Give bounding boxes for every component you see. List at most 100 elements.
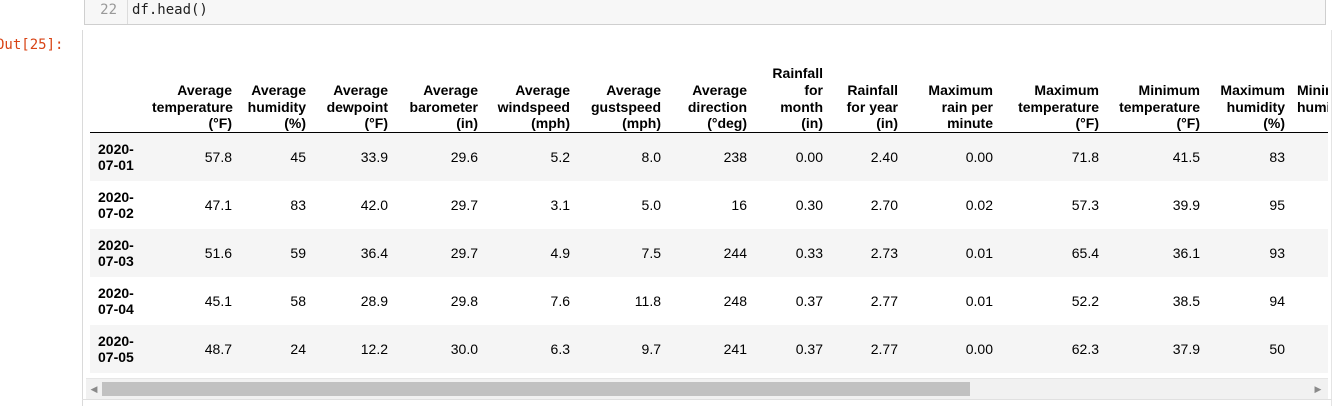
column-header-label: Average dewpoint (°F) xyxy=(326,81,388,132)
table-cell: 58 xyxy=(290,292,306,309)
line-number: 22 xyxy=(100,2,117,18)
table-cell: 0.00 xyxy=(795,148,823,165)
column-header-label: Maximum temperature (°F) xyxy=(1018,81,1099,132)
table-header-row: Average temperature (°F) Average humidity… xyxy=(90,48,1328,133)
column-header: Maximum humidity (%) xyxy=(1206,48,1291,133)
table-cell: 2.70 xyxy=(870,196,898,213)
index-header xyxy=(90,48,146,133)
table-cell xyxy=(1291,181,1328,229)
table-cell: 4.9 xyxy=(550,244,570,261)
table-cell: 244 xyxy=(723,244,747,261)
table-cell: 248 xyxy=(723,292,747,309)
table-cell: 38.5 xyxy=(1172,292,1200,309)
table-row: 2020-07-03 51.6 59 36.4 29.7 4.9 7.5 244 0.33 2.7… xyxy=(90,228,1328,277)
table-cell: 2.77 xyxy=(870,292,898,309)
row-index: 2020-07-04 xyxy=(98,284,134,317)
column-header-label: Minimum temperature (°F) xyxy=(1119,81,1200,132)
column-header: Average windspeed (mph) xyxy=(484,48,576,133)
table-cell: 3.1 xyxy=(550,196,570,213)
table-cell: 0.37 xyxy=(795,340,823,357)
row-index: 2020-07-05 xyxy=(98,332,134,365)
column-header-label: Average humidity (%) xyxy=(247,81,306,132)
table-cell: 59 xyxy=(290,244,306,261)
column-header-label: Average direction (°deg) xyxy=(687,81,747,132)
table-cell: 95 xyxy=(1269,196,1285,213)
column-header-label: Rainfall for year (in) xyxy=(846,81,898,132)
table-cell: 48.7 xyxy=(204,340,232,357)
output-area-bottom-border xyxy=(82,399,1332,400)
table-cell: 71.8 xyxy=(1071,148,1099,165)
code-line[interactable]: df.head() xyxy=(132,2,208,18)
column-header: Rainfall for year (in) xyxy=(829,48,904,133)
table-cell: 52.2 xyxy=(1071,292,1099,309)
table-cell: 83 xyxy=(290,196,306,213)
row-index: 2020-07-01 xyxy=(98,140,134,173)
column-header: Average temperature (°F) xyxy=(146,48,238,133)
table-cell xyxy=(1291,133,1328,181)
table-cell: 30.0 xyxy=(450,340,478,357)
horizontal-scrollbar[interactable]: ◀ ▶ xyxy=(86,378,1328,399)
column-header: Average humidity (%) xyxy=(238,48,312,133)
column-header: Maximum temperature (°F) xyxy=(999,48,1105,133)
table-cell: 5.2 xyxy=(550,148,570,165)
table-cell: 0.37 xyxy=(795,292,823,309)
scrollbar-thumb[interactable] xyxy=(102,382,970,396)
table-cell: 2.40 xyxy=(870,148,898,165)
table-row: 2020-07-05 48.7 24 12.2 30.0 6.3 9.7 241 0.37 2.7… xyxy=(90,324,1328,373)
table-cell: 16 xyxy=(731,196,747,213)
code-input-cell[interactable]: 22 df.head() xyxy=(84,0,1326,25)
table-cell: 57.3 xyxy=(1071,196,1099,213)
table-cell: 45.1 xyxy=(204,292,232,309)
table-cell: 62.3 xyxy=(1071,340,1099,357)
table-cell: 0.33 xyxy=(795,244,823,261)
table-cell: 2.73 xyxy=(870,244,898,261)
table-cell xyxy=(1291,325,1328,373)
table-cell: 5.0 xyxy=(641,196,661,213)
table-cell: 12.2 xyxy=(360,340,388,357)
table-row: 2020-07-01 57.8 45 33.9 29.6 5.2 8.0 238 0.00 2.4… xyxy=(90,132,1328,181)
table-cell: 241 xyxy=(723,340,747,357)
table-cell: 24 xyxy=(290,340,306,357)
table-cell: 0.30 xyxy=(795,196,823,213)
table-cell: 0.01 xyxy=(965,292,993,309)
column-header: Maximum rain per minute xyxy=(904,48,999,133)
column-header-label: Average barometer (in) xyxy=(409,81,478,132)
column-header: Average gustspeed (mph) xyxy=(576,48,667,133)
column-header: Rainfall for month (in) xyxy=(753,48,829,133)
dataframe-table: Average temperature (°F) Average humidity… xyxy=(90,48,1328,373)
table-cell: 42.0 xyxy=(360,196,388,213)
table-cell: 7.5 xyxy=(641,244,661,261)
column-header-label: Average gustspeed (mph) xyxy=(590,81,661,132)
table-cell: 8.0 xyxy=(641,148,661,165)
table-cell: 36.1 xyxy=(1172,244,1200,261)
table-cell: 41.5 xyxy=(1172,148,1200,165)
table-cell: 29.7 xyxy=(450,196,478,213)
table-cell: 238 xyxy=(723,148,747,165)
table-cell: 51.6 xyxy=(204,244,232,261)
scroll-left-arrow-icon[interactable]: ◀ xyxy=(90,384,98,394)
column-header: Minimum humidity (%) xyxy=(1291,48,1328,133)
column-header-label: Average windspeed (mph) xyxy=(497,81,570,132)
table-cell: 47.1 xyxy=(204,196,232,213)
table-cell: 36.4 xyxy=(360,244,388,261)
table-cell: 83 xyxy=(1269,148,1285,165)
table-cell: 50 xyxy=(1269,340,1285,357)
column-header: Average barometer (in) xyxy=(394,48,484,133)
row-index: 2020-07-02 xyxy=(98,188,134,221)
table-cell: 29.7 xyxy=(450,244,478,261)
table-cell xyxy=(1291,277,1328,325)
scroll-right-arrow-icon[interactable]: ▶ xyxy=(1314,384,1322,394)
table-cell: 33.9 xyxy=(360,148,388,165)
table-cell: 93 xyxy=(1269,244,1285,261)
column-header: Average dewpoint (°F) xyxy=(312,48,394,133)
table-cell: 28.9 xyxy=(360,292,388,309)
dataframe-output[interactable]: Average temperature (°F) Average humidity… xyxy=(90,48,1328,378)
column-header-label: Rainfall for month (in) xyxy=(772,65,823,132)
table-cell: 9.7 xyxy=(641,340,661,357)
table-cell: 39.9 xyxy=(1172,196,1200,213)
table-cell: 11.8 xyxy=(634,292,661,309)
output-prompt-label: Out[25]: xyxy=(0,37,64,53)
table-cell: 6.3 xyxy=(550,340,570,357)
table-cell: 45 xyxy=(290,148,306,165)
column-header-label: Average temperature (°F) xyxy=(152,81,233,132)
